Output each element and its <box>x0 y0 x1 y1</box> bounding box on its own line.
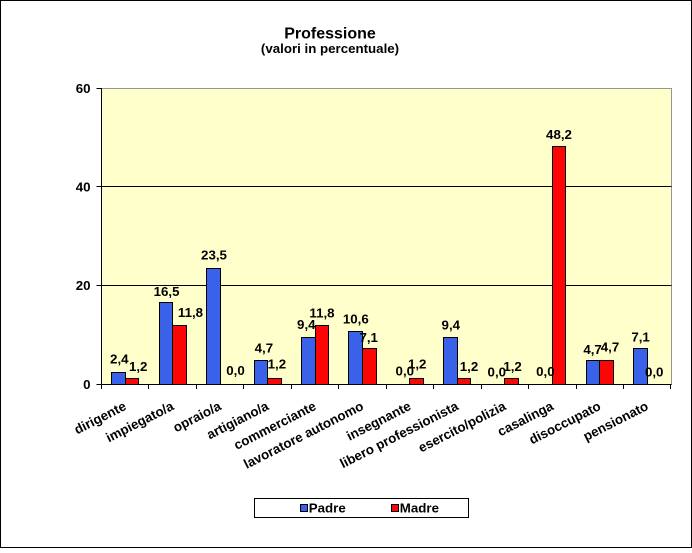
svg-text:7,1: 7,1 <box>359 330 378 345</box>
svg-text:4,7: 4,7 <box>601 339 620 354</box>
svg-text:48,2: 48,2 <box>546 127 572 142</box>
svg-text:1,2: 1,2 <box>129 359 148 374</box>
svg-text:0,0: 0,0 <box>536 364 555 379</box>
svg-text:1,2: 1,2 <box>460 359 479 374</box>
svg-text:20: 20 <box>76 278 91 293</box>
svg-text:Professione: Professione <box>284 25 376 42</box>
svg-text:7,1: 7,1 <box>631 329 650 344</box>
svg-text:60: 60 <box>76 81 91 96</box>
svg-text:(valori in percentuale): (valori in percentuale) <box>261 41 399 56</box>
svg-text:10,6: 10,6 <box>343 311 369 326</box>
svg-text:40: 40 <box>76 179 91 194</box>
svg-text:9,4: 9,4 <box>297 317 316 332</box>
svg-text:11,8: 11,8 <box>178 305 203 320</box>
svg-text:0,0: 0,0 <box>488 365 507 380</box>
svg-text:9,4: 9,4 <box>442 317 461 332</box>
svg-text:2,4: 2,4 <box>110 352 129 367</box>
svg-text:0,0: 0,0 <box>396 363 415 378</box>
svg-text:1,2: 1,2 <box>408 356 427 371</box>
svg-text:0,0: 0,0 <box>226 363 245 378</box>
svg-text:4,7: 4,7 <box>255 341 274 356</box>
svg-text:0,0: 0,0 <box>645 364 664 379</box>
svg-text:1,2: 1,2 <box>268 357 287 372</box>
svg-text:16,5: 16,5 <box>154 284 180 299</box>
svg-text:Padre: Padre <box>309 501 346 516</box>
svg-text:0: 0 <box>83 377 90 392</box>
svg-text:4,7: 4,7 <box>583 342 602 357</box>
svg-text:11,8: 11,8 <box>309 306 334 321</box>
svg-text:23,5: 23,5 <box>201 248 227 263</box>
svg-text:Madre: Madre <box>400 501 439 516</box>
svg-text:1,2: 1,2 <box>503 359 522 374</box>
